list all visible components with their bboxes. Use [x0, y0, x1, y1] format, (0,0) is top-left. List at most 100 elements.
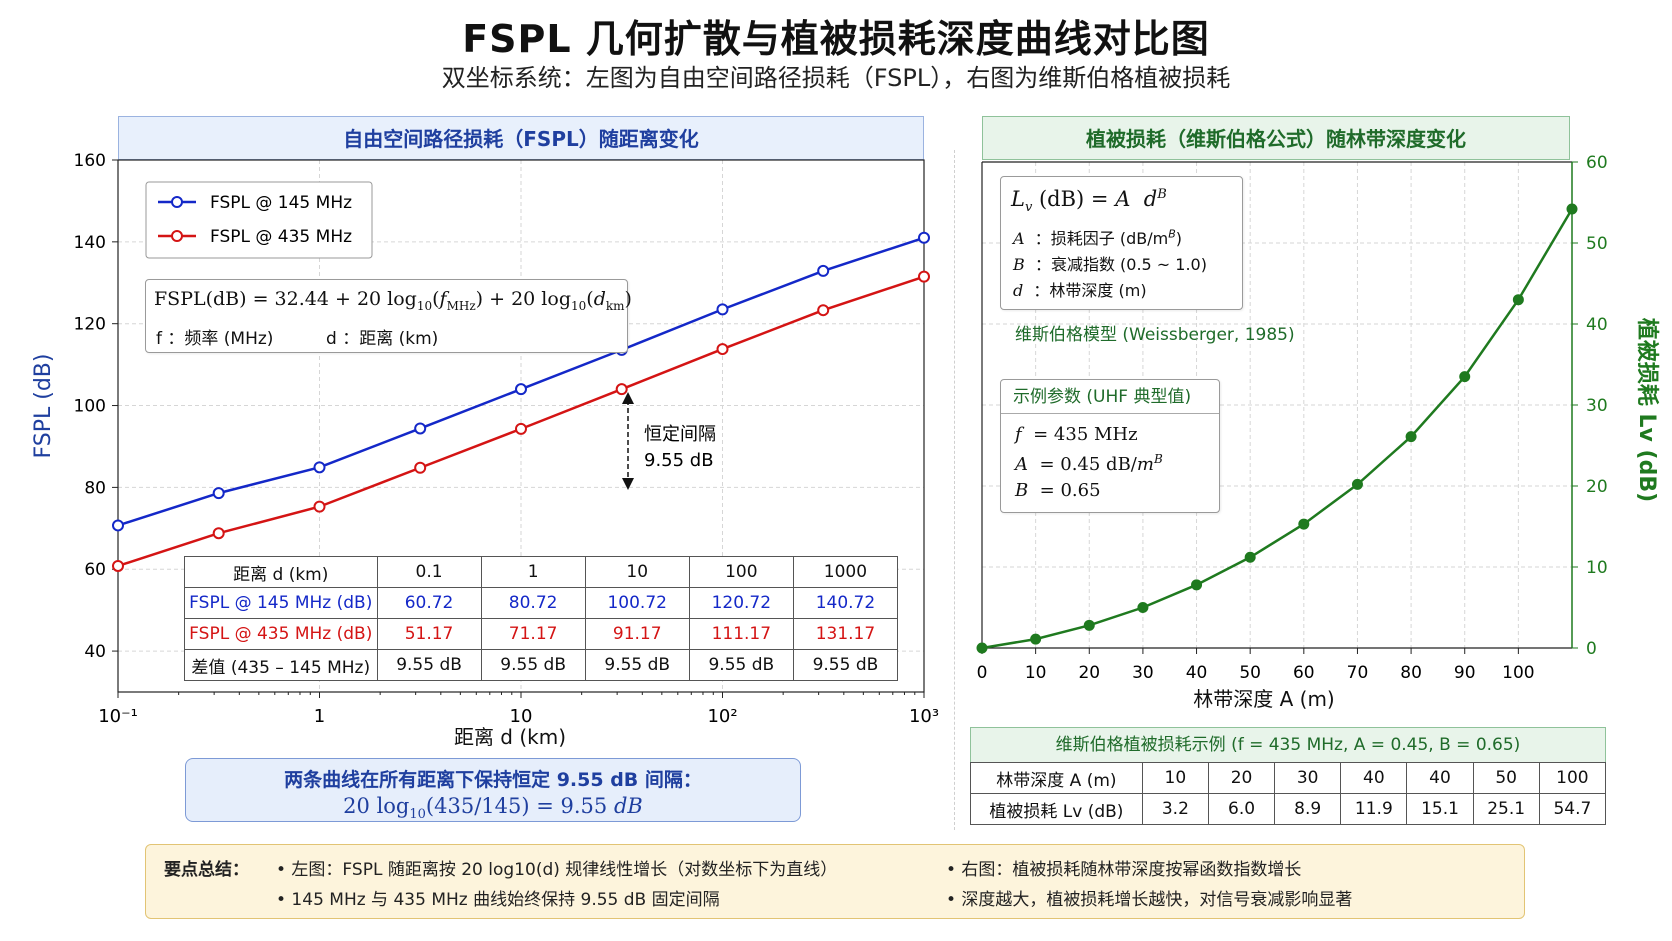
def-d: d ：林带深度 (m)	[1013, 281, 1147, 300]
fspl-table-header-cell: 10	[584, 556, 690, 588]
fspl-table-header-cell: 1000	[792, 556, 899, 588]
param-f: f = 435 MHz	[1015, 424, 1138, 445]
param-b: B = 0.65	[1015, 480, 1101, 501]
fspl-point	[817, 304, 830, 317]
veg-table-cell: 8.9	[1274, 793, 1342, 825]
fspl-table-cell: 9.55 dB	[584, 649, 690, 681]
panel-divider	[954, 150, 955, 830]
fspl-formula-box: FSPL(dB) = 32.44 + 20 log10(fMHz) + 20 l…	[145, 279, 632, 353]
fspl-table-cell: 111.17	[688, 618, 794, 650]
veg-x-tick-label: 70	[1347, 663, 1369, 683]
fspl-x-tick-label: 10⁻¹	[98, 706, 138, 727]
veg-x-tick-label: 100	[1502, 663, 1534, 683]
veg-point	[1191, 579, 1203, 591]
fspl-point	[515, 422, 527, 435]
page-title: FSPL 几何扩散与植被损耗深度曲线对比图	[462, 17, 1210, 61]
fspl-table: 距离 d (km) 0.1 1 10 100 1000 FSPL @ 145 MHz (d…	[184, 556, 899, 681]
fspl-point	[716, 343, 729, 356]
fspl-x-axis-label: 距离 d (km)	[454, 725, 566, 749]
veg-x-ticks: 0 10 20 30 40 50 60 70 80 90 100	[977, 648, 1535, 683]
weissberger-formula: Lv (dB) = A dB	[1011, 187, 1167, 216]
params-title: 示例参数 (UHF 典型值)	[1001, 380, 1219, 414]
def-a: A ：损耗因子 (dB/mB)	[1013, 227, 1182, 248]
veg-x-tick-label: 90	[1454, 663, 1476, 683]
veg-x-tick-label: 10	[1025, 663, 1047, 683]
veg-point	[1137, 602, 1149, 613]
fspl-y-tick-label: 60	[84, 560, 106, 580]
fspl-table-header-cell: 1	[480, 556, 586, 588]
veg-y-ticks: 0 10 20 30 40 50 60	[1572, 153, 1608, 659]
veg-table-header-cell: 林带深度 A (m)	[970, 762, 1143, 794]
veg-series	[976, 203, 1578, 654]
fspl-series	[112, 231, 930, 572]
veg-table-header-cell: 40	[1340, 762, 1408, 794]
fspl-table-cell: 100.72	[584, 587, 690, 619]
fspl-y-tick-label: 140	[74, 233, 106, 253]
veg-point	[1405, 431, 1417, 443]
veg-table-cell: 25.1	[1472, 793, 1540, 825]
veg-point	[1030, 633, 1042, 645]
veg-y-tick-label: 10	[1586, 558, 1608, 578]
fspl-table-cell: 80.72	[480, 587, 586, 619]
veg-x-tick-label: 20	[1078, 663, 1100, 683]
fspl-table-header-cell: 100	[688, 556, 794, 588]
weissberger-formula-box: Lv (dB) = A dB A ：损耗因子 (dB/mB) B ：衰减指数 (…	[1000, 176, 1243, 310]
fspl-table-row-label: FSPL @ 145 MHz (dB)	[184, 587, 378, 619]
veg-point	[1244, 551, 1256, 563]
summary-item-2: • 145 MHz 与 435 MHz 曲线始终保持 9.55 dB 固定间隔	[276, 890, 720, 910]
veg-x-tick-label: 50	[1239, 663, 1261, 683]
note-line-2: 20 log10(435/145) = 9.55 dB	[343, 794, 643, 823]
fspl-x-tick-label: 10	[510, 706, 533, 727]
veg-table-header-cell: 100	[1538, 762, 1607, 794]
right-panel-heading: 植被损耗（维斯伯格公式）随林带深度变化	[982, 116, 1570, 160]
model-note: 维斯伯格模型 (Weissberger, 1985)	[1015, 325, 1295, 345]
params-box: 示例参数 (UHF 典型值) f = 435 MHz A = 0.45 dB/m…	[1000, 379, 1220, 513]
fspl-formula: FSPL(dB) = 32.44 + 20 log10(fMHz) + 20 l…	[154, 288, 632, 313]
veg-y-tick-label: 40	[1586, 315, 1608, 335]
summary-item-3: • 右图：植被损耗随林带深度按幂函数指数增长	[946, 860, 1302, 880]
summary-label: 要点总结：	[164, 860, 249, 880]
veg-table-box: 维斯伯格植被损耗示例 (f = 435 MHz, A = 0.45, B = 0…	[970, 727, 1607, 825]
fspl-table-cell: 9.55 dB	[376, 649, 482, 681]
veg-y-axis-label: 植被损耗 Lv (dB)	[1634, 318, 1660, 502]
summary-item-4: • 深度越大，植被损耗增长越快，对信号衰减影响显著	[946, 890, 1353, 910]
fspl-legend: FSPL @ 145 MHz FSPL @ 435 MHz	[145, 181, 373, 259]
veg-point	[1459, 371, 1471, 383]
fspl-table-cell: 9.55 dB	[480, 649, 586, 681]
fspl-table-cell: 91.17	[584, 618, 690, 650]
fspl-point	[918, 270, 930, 283]
fspl-point	[112, 559, 124, 572]
fspl-y-axis-label: FSPL (dB)	[31, 354, 56, 459]
fspl-table-cell: 9.55 dB	[792, 649, 899, 681]
veg-table-cell: 15.1	[1406, 793, 1474, 825]
fspl-table-header-cell: 距离 d (km)	[184, 556, 378, 588]
fspl-y-tick-label: 40	[84, 642, 106, 662]
legend-435mhz: FSPL @ 435 MHz	[210, 227, 352, 247]
summary-item-1: • 左图：FSPL 随距离按 20 log10(d) 规律线性增长（对数坐标下为…	[276, 860, 838, 880]
def-b: B ：衰减指数 (0.5 ~ 1.0)	[1013, 255, 1207, 274]
veg-x-tick-label: 80	[1400, 663, 1422, 683]
fspl-table-cell: 71.17	[480, 618, 586, 650]
veg-x-tick-label: 40	[1186, 663, 1208, 683]
param-a: A = 0.45 dB/mB	[1015, 452, 1163, 475]
fspl-point	[313, 500, 326, 513]
veg-point	[1566, 203, 1578, 215]
veg-table-cell: 11.9	[1340, 793, 1408, 825]
fspl-point	[313, 461, 326, 474]
fspl-table-cell: 120.72	[688, 587, 794, 619]
summary-box: 要点总结： • 左图：FSPL 随距离按 20 log10(d) 规律线性增长（…	[145, 844, 1525, 919]
fspl-y-tick-label: 160	[74, 151, 106, 171]
veg-point	[1512, 294, 1524, 306]
constant-gap-note: 两条曲线在所有距离下保持恒定 9.55 dB 间隔： 20 log10(435/…	[185, 758, 801, 822]
veg-table-header-cell: 10	[1141, 762, 1209, 794]
veg-x-tick-label: 0	[977, 663, 988, 683]
fspl-point	[615, 383, 628, 396]
veg-table-title: 维斯伯格植被损耗示例 (f = 435 MHz, A = 0.45, B = 0…	[970, 727, 1606, 762]
fspl-y-tick-label: 120	[74, 315, 106, 335]
fspl-point	[414, 461, 427, 474]
fspl-x-ticks: 10⁻¹ 1 10 10² 10³	[98, 692, 939, 727]
formula-note-d: d ：距离 (km)	[326, 329, 439, 349]
veg-table-header-cell: 40	[1406, 762, 1474, 794]
fspl-table-cell: 51.17	[376, 618, 482, 650]
